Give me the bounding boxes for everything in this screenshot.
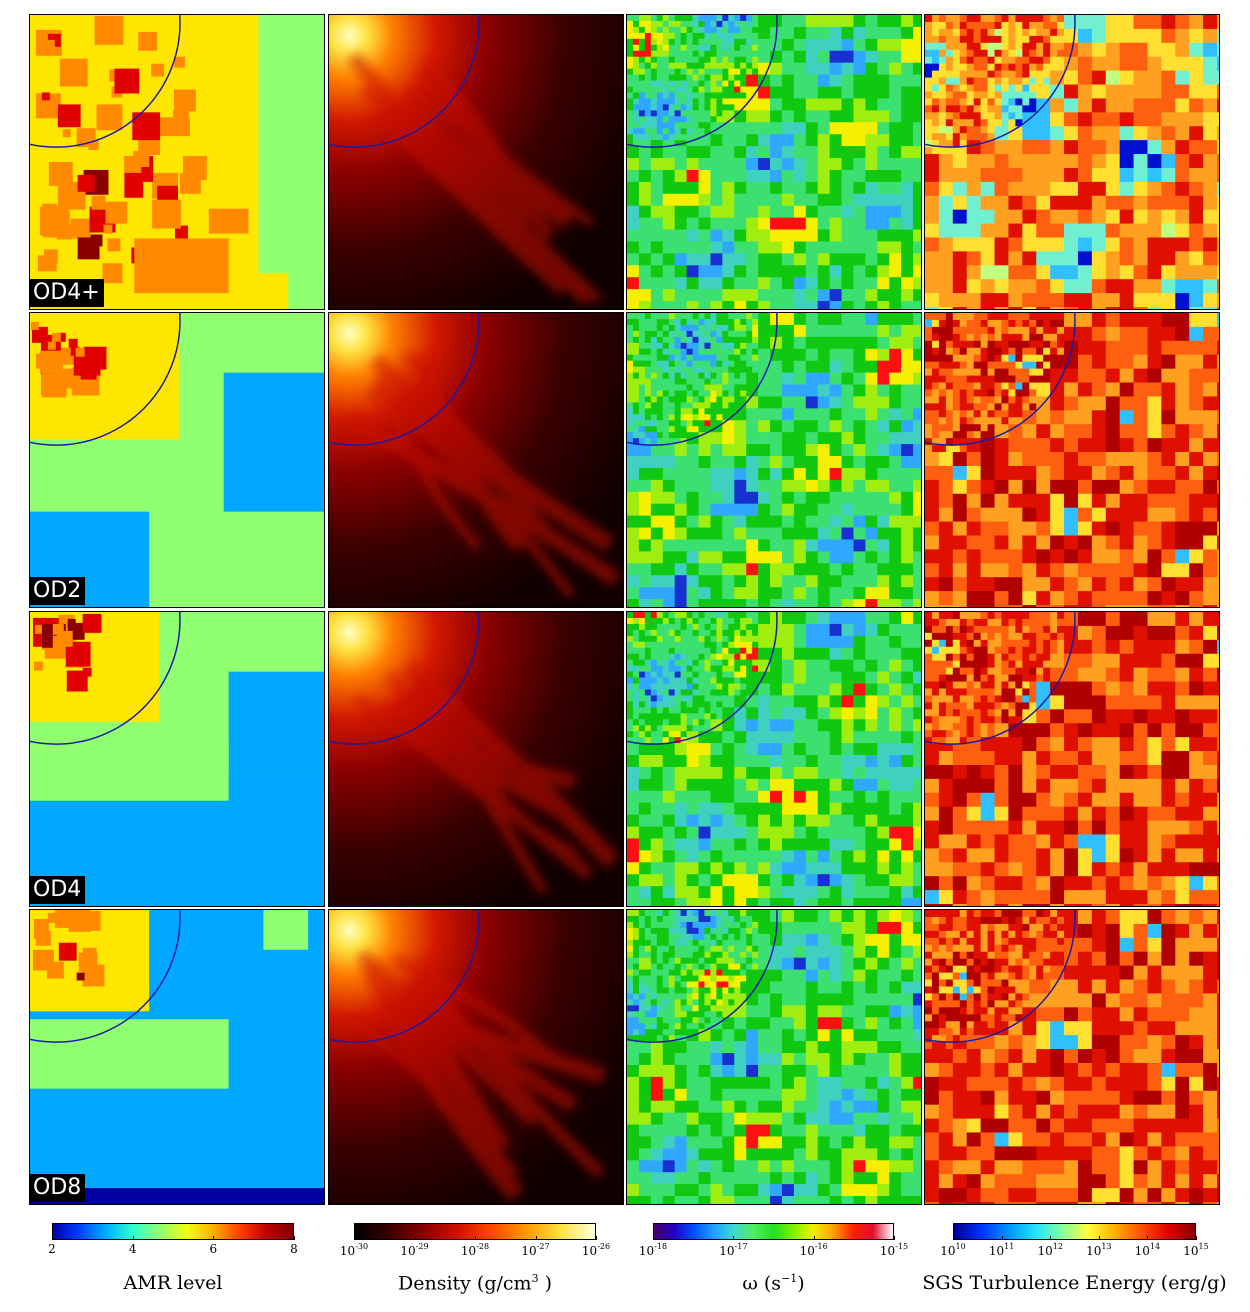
amr-field-map <box>30 612 324 906</box>
density-field-map <box>329 612 623 906</box>
colorbar-tick-mark <box>52 1236 53 1240</box>
sgs-field-map <box>925 313 1219 607</box>
colorbar-tick-label: 10-16 <box>799 1242 828 1258</box>
vorticity-field-map <box>627 313 921 607</box>
colorbar-tick-label: 1015 <box>1183 1242 1209 1258</box>
refinement-circle <box>627 15 778 148</box>
refinement-circle <box>329 612 480 745</box>
colorbar-tick-mark <box>213 1236 215 1240</box>
colorbar-tick-label: 10-27 <box>521 1242 550 1258</box>
colorbar-tick-label: 4 <box>128 1242 137 1256</box>
colorbar-tick-label: 10-29 <box>400 1242 429 1258</box>
colorbar-tick-label: 1011 <box>988 1242 1015 1258</box>
panel-vorticity-row-2 <box>626 312 922 608</box>
colorbar-title: AMR level <box>123 1272 223 1294</box>
colorbar-tick-mark <box>354 1236 355 1240</box>
panel-amr-row-4 <box>29 909 325 1205</box>
density-field-map <box>329 313 623 607</box>
panel-sgs-row-4 <box>924 909 1220 1205</box>
vorticity-field-map <box>627 612 921 906</box>
colorbar-tick-mark <box>1098 1236 1100 1240</box>
row-label: OD8 <box>29 1174 86 1202</box>
vorticity-field-map <box>627 910 921 1204</box>
colorbar-tick-label: 10-15 <box>879 1242 909 1258</box>
colorbar-tick-mark <box>733 1236 735 1240</box>
panel-vorticity-row-3 <box>626 611 922 907</box>
amr-field-map <box>30 313 324 607</box>
colorbar-tick-mark <box>953 1236 954 1240</box>
colorbar-tick-mark <box>653 1236 654 1240</box>
colorbar-tick-label: 10-17 <box>719 1242 748 1258</box>
panel-sgs-row-3 <box>924 611 1220 907</box>
colorbar-tick-label: 10-18 <box>638 1242 668 1258</box>
amr-field-map <box>30 15 324 309</box>
refinement-circle <box>329 910 480 1043</box>
refinement-circle <box>627 612 778 745</box>
row-label: OD4 <box>29 876 86 904</box>
row-label: OD2 <box>29 577 86 605</box>
panel-density-row-1 <box>328 14 624 310</box>
colorbar-title: ω (s−1) <box>742 1272 805 1295</box>
colorbar-3 <box>653 1223 894 1240</box>
colorbar-tick-label: 10-26 <box>581 1242 611 1258</box>
refinement-circle <box>30 313 181 446</box>
colorbar-tick-mark <box>475 1236 476 1240</box>
sgs-field-map <box>925 612 1219 906</box>
refinement-circle <box>30 612 181 745</box>
panel-density-row-3 <box>328 611 624 907</box>
row-label: OD4+ <box>29 279 104 307</box>
refinement-circle <box>627 910 778 1043</box>
colorbar-tick-label: 10-28 <box>460 1242 490 1258</box>
panel-density-row-4 <box>328 909 624 1205</box>
panel-amr-row-3 <box>29 611 325 907</box>
panel-vorticity-row-4 <box>626 909 922 1205</box>
colorbar-tick-label: 8 <box>290 1242 298 1256</box>
refinement-circle <box>329 15 480 148</box>
refinement-circle <box>925 612 1076 745</box>
refinement-circle <box>329 313 480 446</box>
colorbar-tick-label: 6 <box>209 1242 218 1256</box>
colorbar-tick-mark <box>1196 1236 1197 1240</box>
colorbar-tick-mark <box>894 1236 895 1240</box>
panel-density-row-2 <box>328 312 624 608</box>
colorbar-1 <box>52 1223 294 1240</box>
refinement-circle <box>627 313 778 446</box>
sgs-field-map <box>925 15 1219 309</box>
sgs-field-map <box>925 910 1219 1204</box>
density-field-map <box>329 15 623 309</box>
panel-sgs-row-2 <box>924 312 1220 608</box>
refinement-circle <box>30 910 181 1043</box>
refinement-circle <box>925 15 1076 148</box>
colorbar-title: SGS Turbulence Energy (erg/g) <box>922 1272 1227 1294</box>
colorbar-title: Density (g/cm3 ) <box>397 1272 553 1295</box>
colorbar-tick-mark <box>414 1236 416 1240</box>
colorbar-tick-mark <box>813 1236 815 1240</box>
colorbar-tick-label: 1013 <box>1086 1242 1112 1258</box>
colorbar-tick-label: 1014 <box>1134 1242 1161 1258</box>
panel-vorticity-row-1 <box>626 14 922 310</box>
vorticity-field-map <box>627 15 921 309</box>
panel-sgs-row-1 <box>924 14 1220 310</box>
refinement-circle <box>30 15 181 148</box>
refinement-circle <box>925 910 1076 1043</box>
density-field-map <box>329 910 623 1204</box>
panel-amr-row-1 <box>29 14 325 310</box>
refinement-circle <box>925 313 1076 446</box>
colorbar-tick-mark <box>1001 1236 1003 1240</box>
panel-amr-row-2 <box>29 312 325 608</box>
amr-field-map <box>30 910 324 1204</box>
colorbar-tick-mark <box>132 1236 134 1240</box>
colorbar-tick-label: 1012 <box>1037 1242 1063 1258</box>
colorbar-tick-mark <box>294 1236 295 1240</box>
colorbar-4 <box>953 1223 1196 1240</box>
colorbar-tick-label: 1010 <box>940 1242 966 1258</box>
colorbar-tick-mark <box>1050 1236 1052 1240</box>
colorbar-tick-mark <box>1147 1236 1149 1240</box>
colorbar-tick-label: 10-30 <box>339 1242 369 1258</box>
colorbar-tick-label: 2 <box>48 1242 56 1256</box>
colorbar-tick-mark <box>596 1236 597 1240</box>
colorbar-tick-mark <box>535 1236 537 1240</box>
